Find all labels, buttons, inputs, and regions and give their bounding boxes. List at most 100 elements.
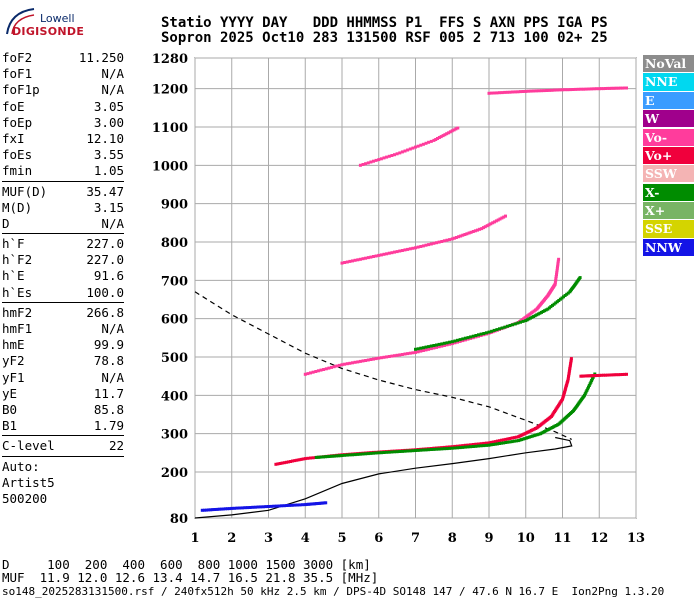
trace-point (390, 154, 394, 157)
trace-point (343, 362, 347, 366)
trace-point (547, 88, 551, 92)
legend-item-vo-: Vo+ (643, 146, 694, 165)
param-divider (2, 455, 124, 457)
trace-point (567, 375, 570, 379)
trace-point (466, 443, 470, 447)
param-value: 91.6 (93, 268, 124, 284)
trace-point (421, 349, 425, 352)
trace-point (400, 249, 404, 252)
trace-point (414, 449, 417, 452)
trace-point (495, 328, 499, 332)
true-height-profile (194, 436, 573, 519)
trace-point (297, 458, 301, 462)
trace-point (324, 501, 328, 505)
trace-point (235, 506, 239, 510)
param-divider (2, 301, 124, 303)
trace-point (209, 508, 213, 512)
trace-point (440, 240, 444, 243)
trace-point (553, 282, 557, 286)
trace-point (385, 155, 389, 159)
param-value: 3.00 (93, 114, 124, 130)
trace-point (514, 435, 518, 439)
trace-point (325, 455, 329, 459)
trace-point (414, 350, 417, 354)
trace-point (358, 359, 362, 363)
x-tick-label: 1 (190, 531, 199, 546)
trace-point (432, 344, 436, 347)
trace-point (441, 134, 445, 138)
param-value: 11.7 (93, 385, 124, 401)
trace-point (618, 373, 622, 377)
trace-point (445, 238, 449, 242)
trace-point (602, 87, 605, 91)
trace-point (421, 244, 425, 248)
trace-point (567, 373, 571, 377)
trace-point (316, 455, 320, 459)
trace-point (569, 360, 573, 364)
trace-point (377, 356, 381, 360)
trace-point (416, 448, 420, 452)
trace-point (306, 372, 310, 376)
param-row: h`F 227.0 (2, 236, 124, 252)
param-label: foEp (2, 114, 33, 130)
trace-point (207, 508, 211, 512)
param-label: hmF2 (2, 304, 33, 320)
trace-point (340, 454, 344, 457)
trace-point (608, 86, 612, 90)
trace-point (427, 140, 431, 144)
trace-point (582, 87, 585, 91)
trace-x-trace-f2 (314, 372, 597, 459)
trace-point (456, 446, 459, 450)
trace-point (424, 243, 428, 247)
digisonde-logo-icon (6, 8, 35, 35)
trace-point (427, 347, 431, 351)
trace-point (319, 501, 323, 505)
param-row: h`E 91.6 (2, 268, 124, 284)
trace-point (403, 352, 407, 356)
trace-point (427, 243, 431, 247)
trace-2nd-hop-x (414, 276, 582, 351)
trace-point (293, 459, 297, 463)
trace-point (566, 88, 570, 92)
trace-point (483, 225, 487, 229)
trace-point (521, 319, 525, 323)
trace-point (512, 439, 516, 443)
trace-point (316, 502, 320, 505)
trace-point (590, 377, 594, 381)
trace-point (452, 236, 456, 240)
y-tick-label: 300 (161, 428, 188, 443)
trace-point (387, 450, 391, 454)
trace-point (504, 214, 507, 218)
trace-point (351, 259, 354, 263)
trace-point (353, 360, 357, 364)
trace-point (597, 373, 601, 377)
trace-point (453, 339, 457, 343)
trace-point (440, 344, 444, 348)
trace-point (432, 241, 436, 245)
trace-point (513, 322, 517, 326)
trace-point (348, 361, 352, 365)
trace-point (264, 505, 268, 509)
trace-point (545, 89, 549, 92)
trace-point (554, 278, 558, 282)
trace-point (318, 455, 322, 459)
trace-point (461, 444, 465, 448)
trace-point (546, 307, 550, 311)
trace-point (374, 357, 378, 361)
trace-point (295, 503, 299, 507)
trace-point (434, 138, 438, 141)
trace-point (614, 373, 618, 377)
trace-point (223, 507, 227, 511)
trace-point (442, 239, 446, 243)
trace-point (259, 505, 263, 509)
trace-point (419, 448, 423, 452)
trace-point (337, 363, 341, 367)
trace-point (589, 87, 593, 91)
param-label: M(D) (2, 199, 33, 215)
trace-point (557, 257, 561, 261)
trace-point (569, 362, 573, 366)
y-tick-label: 600 (161, 313, 188, 328)
trace-point (393, 450, 396, 454)
trace-point (587, 385, 590, 389)
y-tick-label: 1100 (152, 121, 188, 136)
